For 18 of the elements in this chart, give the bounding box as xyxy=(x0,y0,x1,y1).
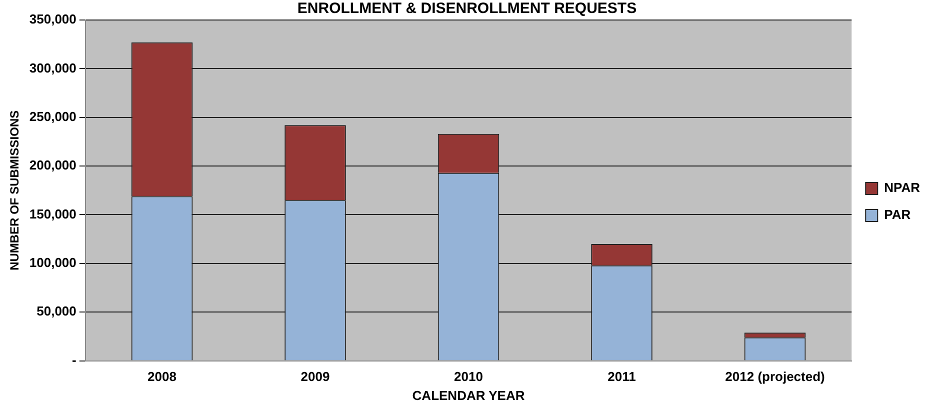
chart-title: ENROLLMENT & DISENROLLMENT REQUESTS xyxy=(297,0,637,18)
x-tick-label: 2008 xyxy=(148,369,176,384)
x-tick-label: 2009 xyxy=(300,369,330,384)
x-tick-label: 2010 xyxy=(454,369,483,384)
x-axis-title: CALENDAR YEAR xyxy=(412,388,526,403)
x-tick-label: 2012 (projected) xyxy=(725,369,825,384)
legend-label: PAR xyxy=(884,207,912,222)
y-axis-title: NUMBER OF SUBMISSIONS xyxy=(8,110,22,270)
y-tick-label: 100,000 xyxy=(29,255,76,270)
y-tick-label: 300,000 xyxy=(29,60,76,76)
y-tick-label: - xyxy=(72,352,76,368)
y-tick-label: 150,000 xyxy=(29,206,76,222)
y-tick-label: 50,000 xyxy=(36,304,76,319)
y-tick-label: 350,000 xyxy=(29,12,76,27)
legend-label: NPAR xyxy=(884,180,921,196)
y-tick-label: 200,000 xyxy=(29,158,76,173)
y-tick-label: 250,000 xyxy=(29,108,76,124)
x-tick-label: 2011 xyxy=(608,369,636,384)
